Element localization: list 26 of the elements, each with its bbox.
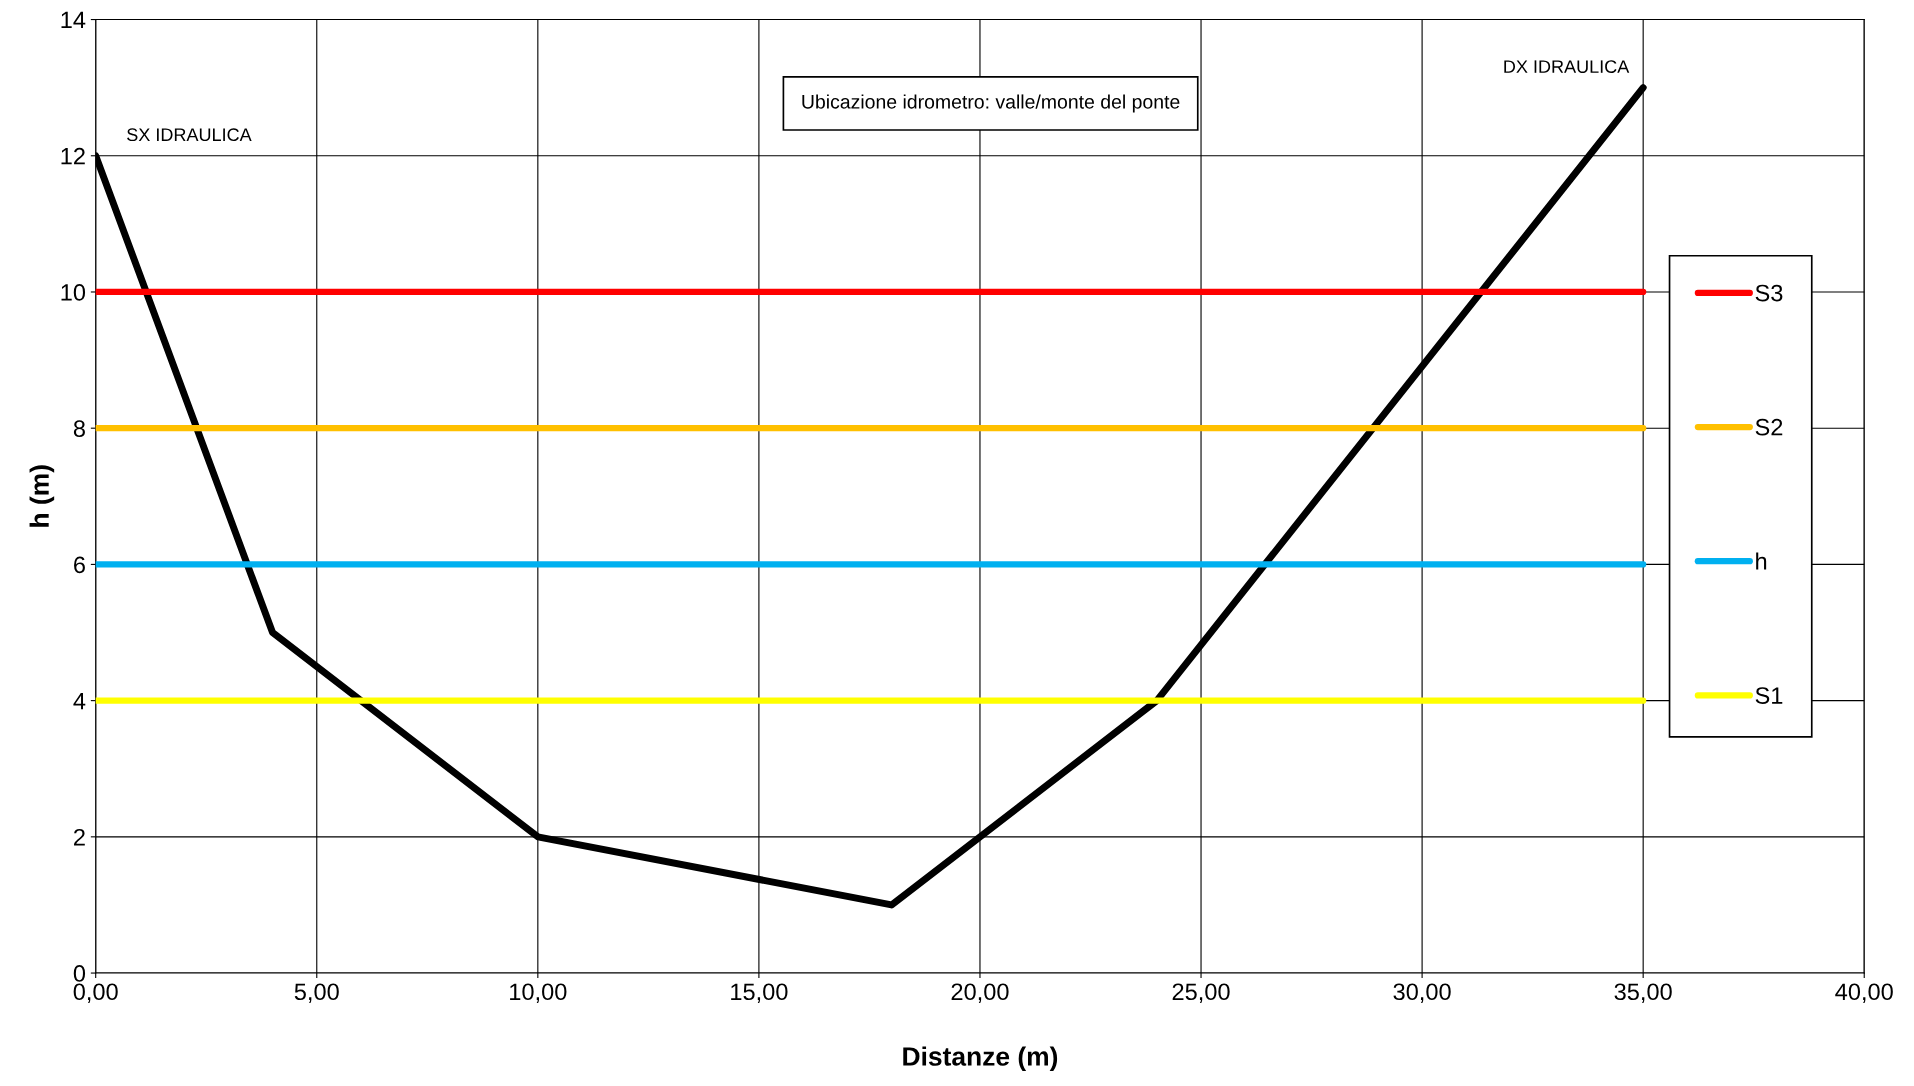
- y-tick-label: 12: [61, 147, 85, 165]
- x-axis-title: Distanze (m): [903, 1046, 1058, 1072]
- y-tick-label: 10: [61, 284, 86, 301]
- x-tick-label: 40,00: [1835, 983, 1893, 1003]
- y-tick-label: 6: [74, 556, 85, 574]
- annotation: Ubicazione idrometro: valle/monte del ponte: [802, 94, 1180, 113]
- x-tick-label: 10,00: [510, 983, 567, 1003]
- y-tick-label: 0: [73, 965, 86, 982]
- x-tick-label: 35,00: [1614, 983, 1672, 1003]
- legend-label: h: [1756, 552, 1767, 570]
- y-axis-title: h (m): [29, 465, 55, 527]
- y-tick-label: 4: [73, 692, 86, 710]
- legend-label: S3: [1755, 284, 1783, 302]
- x-tick-label: 5,00: [294, 983, 339, 1003]
- y-tick-label: 8: [73, 420, 85, 437]
- legend-label: S1: [1755, 687, 1783, 704]
- y-tick-label: 14: [61, 11, 86, 29]
- annotation: SX IDRAULICA: [127, 128, 252, 142]
- x-tick-label: 20,00: [951, 983, 1009, 1003]
- y-tick-label: 2: [74, 828, 85, 846]
- x-tick-label: 0,00: [73, 983, 118, 1003]
- annotation: DX IDRAULICA: [1504, 60, 1630, 73]
- x-tick-label: 25,00: [1172, 983, 1230, 1003]
- x-tick-label: 30,00: [1393, 983, 1451, 1003]
- x-tick-label: 15,00: [731, 983, 788, 1003]
- legend-label: S2: [1755, 418, 1783, 436]
